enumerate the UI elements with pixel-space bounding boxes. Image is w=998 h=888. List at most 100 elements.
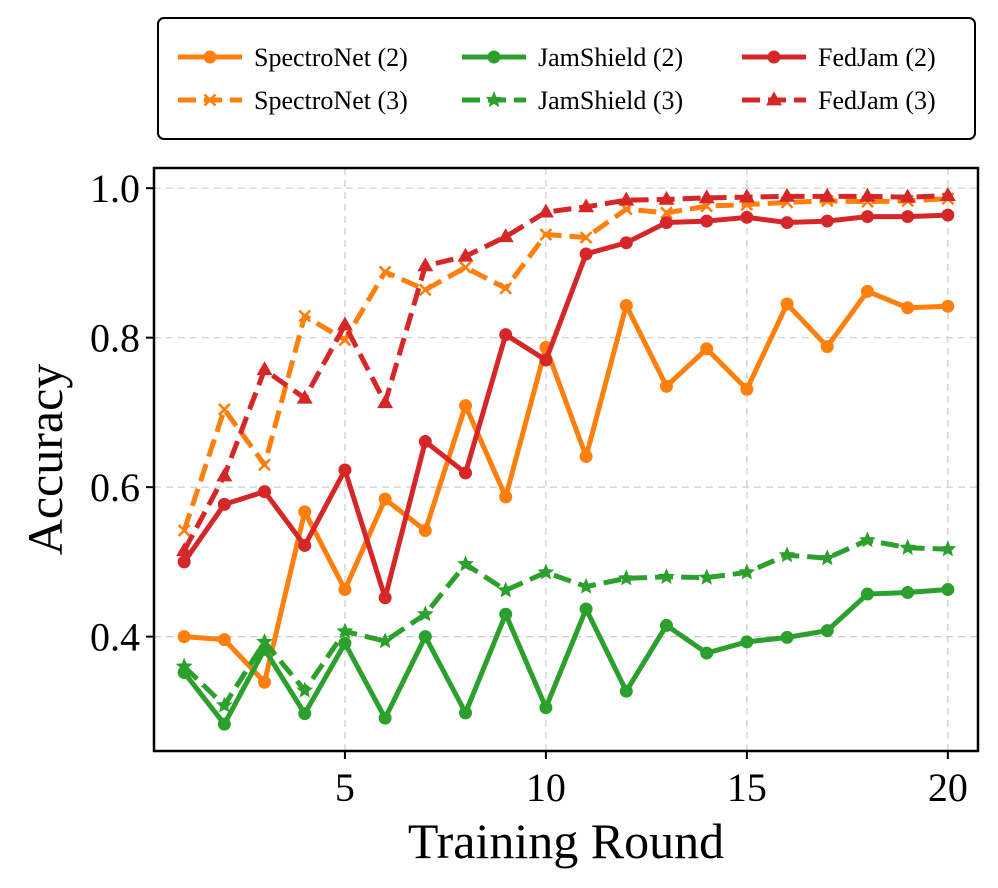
series-fedjam-3 [176, 187, 956, 557]
point-jamshield-3-15 [738, 563, 756, 580]
point-spectronet-3-10 [539, 228, 553, 241]
point-spectronet-2-18 [860, 284, 874, 298]
point-spectronet-2-3 [258, 675, 272, 689]
point-spectronet-3-3 [258, 458, 271, 472]
point-fedjam-2-4 [298, 538, 312, 552]
legend-item-fedjam-3: FedJam (3) [742, 86, 936, 115]
point-jamshield-2-14 [700, 646, 714, 660]
x-tick-label-10: 10 [526, 765, 566, 810]
point-jamshield-3-14 [698, 568, 716, 585]
point-spectronet-3-1 [177, 524, 191, 537]
point-spectronet-2-9 [499, 490, 513, 504]
point-spectronet-2-8 [459, 399, 473, 413]
point-jamshield-2-18 [860, 587, 874, 601]
point-jamshield-3-18 [859, 531, 876, 548]
point-jamshield-3-9 [497, 581, 515, 598]
point-jamshield-3-6 [376, 632, 394, 649]
point-fedjam-3-5 [336, 316, 353, 331]
point-jamshield-2-12 [619, 684, 633, 698]
y-tick-label-0.6: 0.6 [90, 465, 140, 510]
point-fedjam-3-19 [899, 188, 916, 203]
y-tick-label-0.4: 0.4 [90, 615, 140, 660]
point-fedjam-3-10 [537, 203, 554, 218]
point-jamshield-2-11 [579, 602, 593, 616]
point-jamshield-3-20 [939, 540, 957, 557]
series-layer [175, 187, 957, 731]
point-fedjam-3-13 [658, 190, 675, 205]
legend-marker-spectronet-3 [203, 93, 217, 107]
point-fedjam-3-14 [698, 189, 715, 204]
point-fedjam-3-12 [618, 191, 635, 206]
point-spectronet-2-2 [217, 633, 231, 647]
legend-label-jamshield-3: JamShield (3) [538, 86, 683, 115]
series-jamshield-3 [175, 531, 957, 713]
point-fedjam-3-3 [256, 361, 273, 376]
x-tick-label-15: 15 [727, 765, 767, 810]
point-fedjam-2-1 [177, 555, 191, 569]
legend-item-jamshield-2: JamShield (2) [462, 43, 683, 72]
point-fedjam-2-19 [901, 210, 915, 224]
legend-item-spectronet-2: SpectroNet (2) [178, 43, 408, 72]
point-jamshield-2-17 [820, 624, 834, 638]
point-jamshield-3-12 [617, 569, 635, 586]
legend-label-jamshield-2: JamShield (2) [538, 43, 683, 72]
point-jamshield-3-11 [577, 577, 595, 594]
point-spectronet-3-4 [298, 309, 312, 323]
point-spectronet-2-17 [820, 340, 834, 354]
point-fedjam-2-17 [820, 214, 834, 228]
point-fedjam-3-15 [738, 188, 755, 203]
point-jamshield-3-1 [175, 657, 193, 674]
point-spectronet-3-8 [459, 260, 472, 274]
point-spectronet-2-6 [378, 492, 392, 506]
point-spectronet-2-11 [579, 450, 593, 464]
legend-marker-fedjam-3 [766, 91, 782, 106]
legend-marker-jamshield-2 [487, 50, 501, 64]
point-fedjam-2-14 [700, 214, 714, 228]
point-spectronet-3-2 [217, 403, 231, 416]
point-spectronet-2-7 [418, 524, 432, 538]
series-line-spectronet-2 [181, 288, 951, 685]
point-spectronet-3-7 [418, 283, 432, 297]
point-fedjam-2-11 [579, 247, 593, 261]
legend: SpectroNet (2) SpectroNet (3) JamShield (2… [157, 17, 976, 140]
point-fedjam-3-1 [176, 542, 193, 557]
legend-marker-spectronet-2 [203, 50, 217, 64]
point-fedjam-2-15 [740, 210, 754, 224]
point-jamshield-3-7 [416, 605, 434, 622]
legend-label-spectronet-3: SpectroNet (3) [254, 86, 408, 115]
legend-label-fedjam-2: FedJam (2) [818, 43, 936, 72]
point-fedjam-3-17 [819, 187, 836, 202]
point-jamshield-3-17 [818, 549, 836, 566]
point-jamshield-3-13 [658, 568, 675, 584]
legend-item-spectronet-3: SpectroNet (3) [178, 86, 408, 115]
point-fedjam-3-2 [216, 467, 233, 482]
point-spectronet-2-16 [780, 297, 794, 311]
point-jamshield-3-8 [457, 555, 474, 572]
series-fedjam-2 [177, 208, 955, 605]
point-fedjam-3-9 [497, 228, 514, 243]
point-jamshield-2-15 [740, 635, 754, 649]
point-spectronet-2-13 [659, 379, 673, 393]
point-fedjam-3-16 [779, 187, 796, 202]
grid-layer [154, 168, 978, 751]
point-jamshield-3-19 [899, 538, 917, 555]
point-fedjam-2-7 [418, 435, 432, 449]
point-jamshield-3-5 [336, 622, 354, 639]
point-spectronet-2-20 [941, 299, 955, 313]
series-line-fedjam-2 [181, 212, 951, 601]
point-jamshield-2-4 [298, 707, 312, 721]
point-fedjam-3-11 [578, 198, 595, 213]
point-jamshield-2-8 [459, 706, 473, 720]
legend-label-fedjam-3: FedJam (3) [818, 86, 936, 115]
tick-layer: 5 10 15 20 0.4 0.6 0.8 1.0 [90, 166, 968, 810]
point-fedjam-2-3 [258, 485, 272, 499]
x-tick-label-5: 5 [335, 765, 355, 810]
point-spectronet-3-9 [499, 281, 513, 295]
point-jamshield-2-19 [901, 586, 915, 600]
point-spectronet-2-5 [338, 583, 352, 597]
point-jamshield-2-6 [378, 711, 392, 725]
series-line-jamshield-3 [182, 537, 948, 708]
point-fedjam-2-8 [459, 466, 473, 480]
